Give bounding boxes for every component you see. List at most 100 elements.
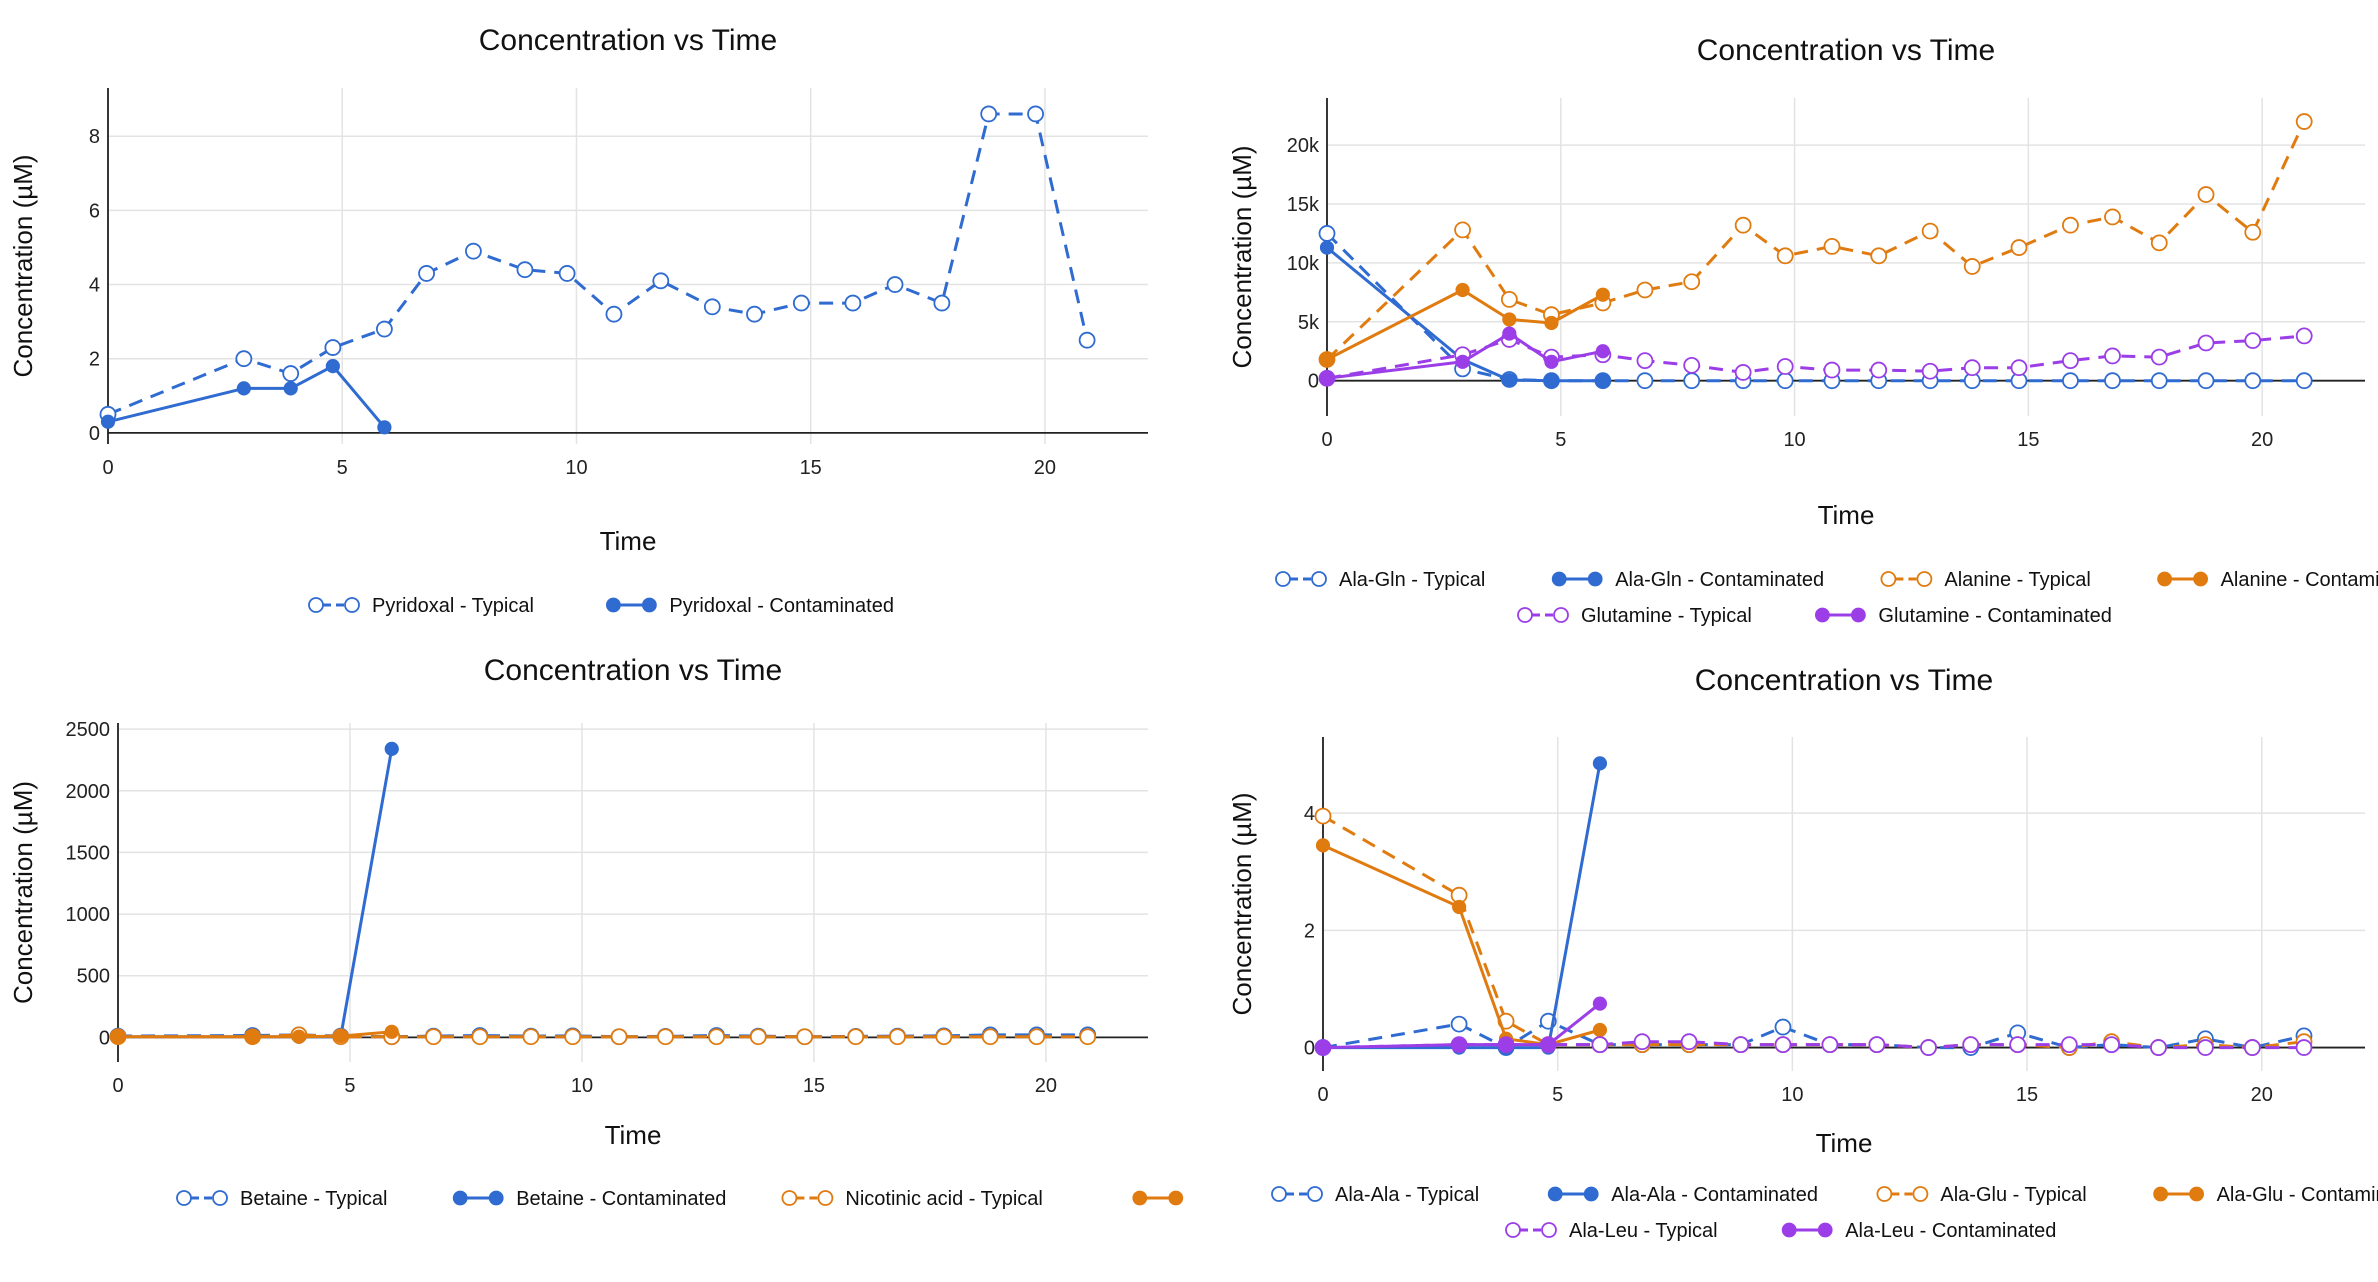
data-point[interactable] (2103, 1036, 2120, 1054)
data-point[interactable] (2295, 372, 2313, 390)
data-point[interactable] (425, 1028, 442, 1046)
legend-item-ala-gln-typical[interactable]: Ala-Gln - Typical (1275, 569, 1485, 591)
data-point[interactable] (844, 294, 862, 312)
data-point[interactable] (708, 1028, 725, 1046)
data-point[interactable] (2197, 334, 2215, 352)
data-point[interactable] (2244, 332, 2262, 350)
data-point[interactable] (110, 1029, 126, 1044)
data-point[interactable] (2295, 113, 2313, 130)
data-point[interactable] (1683, 356, 1701, 374)
legend-item-glutamine-typical[interactable]: Glutamine - Typical (1517, 605, 1752, 627)
data-point[interactable] (2062, 216, 2079, 234)
data-point[interactable] (1544, 354, 1559, 369)
data-point[interactable] (2197, 186, 2215, 203)
data-point[interactable] (1319, 352, 1335, 367)
legend-item-ala-ala-contaminated[interactable]: Ala-Ala - Contaminated (1547, 1184, 1818, 1206)
data-point[interactable] (1595, 373, 1610, 388)
data-point[interactable] (1963, 359, 1981, 377)
data-point[interactable] (1683, 372, 1701, 390)
data-point[interactable] (652, 272, 670, 290)
data-point[interactable] (1500, 290, 1518, 308)
legend-item-betaine-typical[interactable]: Betaine - Typical (176, 1188, 388, 1210)
data-point[interactable] (324, 339, 342, 356)
legend-item-ala-glu-typical[interactable]: Ala-Glu - Typical (1876, 1184, 2087, 1206)
data-point[interactable] (1541, 1037, 1556, 1052)
data-point[interactable] (1595, 344, 1610, 359)
data-point[interactable] (1920, 1039, 1937, 1056)
data-point[interactable] (1636, 372, 1654, 390)
data-point[interactable] (1823, 361, 1841, 379)
legend-item-alanine-typical[interactable]: Alanine - Typical (1880, 569, 2091, 591)
data-point[interactable] (283, 381, 298, 396)
data-point[interactable] (1544, 315, 1559, 331)
data-point[interactable] (749, 1028, 767, 1046)
data-point[interactable] (2150, 372, 2168, 390)
data-point[interactable] (1592, 996, 1608, 1011)
data-point[interactable] (933, 294, 951, 312)
data-point[interactable] (2060, 1036, 2078, 1054)
data-point[interactable] (1498, 1037, 1514, 1052)
data-point[interactable] (2062, 372, 2079, 390)
data-point[interactable] (1962, 1036, 1980, 1054)
data-point[interactable] (1921, 222, 1939, 240)
data-point[interactable] (980, 105, 998, 123)
data-point[interactable] (1821, 1036, 1839, 1054)
data-point[interactable] (384, 1024, 399, 1039)
legend-item-ala-ala-typical[interactable]: Ala-Ala - Typical (1271, 1184, 1479, 1206)
data-point[interactable] (1683, 273, 1701, 291)
data-point[interactable] (236, 381, 251, 396)
legend-item-pyridoxal-contaminated[interactable]: Pyridoxal - Contaminated (606, 595, 894, 617)
data-point[interactable] (2150, 348, 2168, 366)
data-point[interactable] (2197, 1039, 2214, 1056)
legend-item-betaine-contaminated[interactable]: Betaine - Contaminated (452, 1188, 727, 1210)
data-point[interactable] (2197, 372, 2215, 390)
data-point[interactable] (1680, 1033, 1698, 1051)
data-point[interactable] (1315, 1040, 1331, 1055)
data-point[interactable] (1870, 247, 1888, 265)
data-point[interactable] (1592, 1022, 1608, 1038)
data-point[interactable] (657, 1028, 674, 1046)
data-point[interactable] (2150, 234, 2168, 252)
data-point[interactable] (1776, 247, 1794, 265)
data-point[interactable] (2104, 208, 2121, 226)
data-point[interactable] (1319, 371, 1335, 386)
data-point[interactable] (2244, 223, 2262, 241)
data-point[interactable] (418, 265, 435, 282)
data-point[interactable] (792, 294, 810, 312)
data-point[interactable] (1591, 1036, 1609, 1054)
data-point[interactable] (1078, 331, 1096, 349)
data-point[interactable] (1870, 361, 1888, 379)
data-point[interactable] (605, 305, 623, 323)
data-point[interactable] (1502, 326, 1517, 341)
legend-item-nicotinic-acid-typical[interactable]: Nicotinic acid - Typical (781, 1188, 1043, 1210)
data-point[interactable] (282, 365, 300, 382)
data-point[interactable] (2295, 1039, 2313, 1056)
data-point[interactable] (1454, 221, 1471, 239)
data-point[interactable] (2243, 1039, 2261, 1056)
data-point[interactable] (291, 1029, 307, 1044)
data-point[interactable] (1732, 1036, 1750, 1054)
data-point[interactable] (981, 1028, 999, 1046)
data-point[interactable] (1868, 1036, 1886, 1054)
data-point[interactable] (1776, 372, 1794, 390)
legend-item-ala-glu-contaminated[interactable]: Ala-Glu - Contaminated (2153, 1184, 2378, 1206)
data-point[interactable] (1774, 1036, 1792, 1054)
data-point[interactable] (377, 420, 392, 435)
data-point[interactable] (100, 414, 116, 429)
data-point[interactable] (1921, 362, 1939, 380)
data-point[interactable] (1544, 373, 1559, 388)
data-point[interactable] (465, 242, 482, 260)
data-point[interactable] (522, 1028, 540, 1046)
data-point[interactable] (2295, 327, 2313, 345)
legend-item-ala-leu-contaminated[interactable]: Ala-Leu - Contaminated (1781, 1220, 2057, 1242)
data-point[interactable] (1455, 354, 1470, 369)
data-point[interactable] (935, 1028, 953, 1046)
legend-item-pyridoxal-typical[interactable]: Pyridoxal - Typical (308, 595, 534, 617)
data-point[interactable] (1502, 312, 1517, 327)
data-point[interactable] (1636, 352, 1654, 370)
data-point[interactable] (2150, 1039, 2167, 1056)
data-point[interactable] (1963, 258, 1981, 275)
data-point[interactable] (1450, 1015, 1468, 1033)
data-point[interactable] (796, 1028, 814, 1046)
data-point[interactable] (2062, 352, 2079, 370)
